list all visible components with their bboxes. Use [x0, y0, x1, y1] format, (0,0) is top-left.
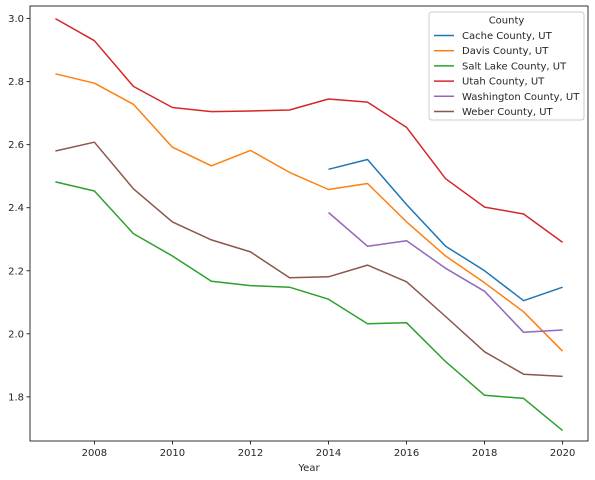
- series-line-davis-county-ut: [55, 73, 564, 352]
- legend-title: County: [489, 16, 525, 27]
- legend-label: Salt Lake County, UT: [462, 61, 567, 72]
- series-line-utah-county-ut: [55, 17, 564, 244]
- y-tick-label: 2.2: [8, 266, 24, 277]
- x-tick-label: 2008: [82, 448, 107, 459]
- series-line-salt-lake-county-ut: [55, 181, 564, 432]
- y-axis: 1.8 2.0 2.2 2.4 2.6 2.8 3.0: [8, 14, 30, 403]
- y-tick-label: 2.6: [8, 140, 24, 151]
- legend-label: Davis County, UT: [462, 46, 549, 57]
- x-tick-label: 2012: [238, 448, 263, 459]
- series-line-weber-county-ut: [55, 141, 563, 378]
- legend-label: Weber County, UT: [462, 107, 554, 118]
- y-tick-label: 2.0: [8, 329, 24, 340]
- y-tick-label: 2.4: [8, 203, 24, 214]
- legend-box: [428, 11, 585, 121]
- x-axis-title: Year: [297, 463, 320, 474]
- legend-label: Washington County, UT: [462, 92, 580, 103]
- legend-label: Utah County, UT: [462, 77, 545, 88]
- y-tick-label: 2.8: [8, 77, 24, 88]
- legend: County Cache County, UT Davis County, UT S…: [428, 11, 585, 121]
- x-tick-label: 2020: [550, 448, 575, 459]
- legend-entries: Cache County, UT Davis County, UT Salt Lak…: [434, 31, 580, 118]
- series-line-cache-county-ut: [328, 158, 563, 302]
- x-axis: 2008 2010 2012 2014 2016 2018 2020: [82, 441, 575, 459]
- series-lines: [55, 17, 564, 432]
- x-tick-label: 2014: [316, 448, 341, 459]
- y-tick-label: 3.0: [8, 14, 24, 25]
- y-tick-label: 1.8: [8, 392, 24, 403]
- x-tick-label: 2010: [160, 448, 185, 459]
- x-tick-label: 2018: [472, 448, 497, 459]
- series-line-washington-county-ut: [328, 211, 563, 334]
- x-tick-label: 2016: [394, 448, 419, 459]
- plot-frame: [29, 5, 589, 442]
- legend-label: Cache County, UT: [462, 31, 553, 42]
